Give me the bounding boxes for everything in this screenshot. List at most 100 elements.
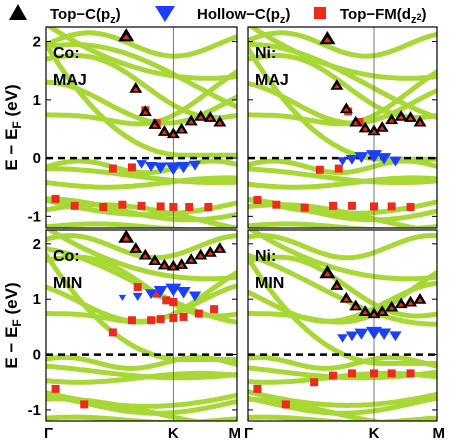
panel-label-co-maj-line2: MAJ [53,72,87,89]
top-c-point-center [343,296,350,302]
hollow-c-point [153,286,168,298]
hollow-c-point [337,334,348,343]
top-fm-point [118,200,127,209]
y-tick-label: 0 [33,150,41,167]
top-c-point-center [343,107,350,112]
top-fm-point [169,297,178,306]
hollow-c-point [144,289,158,300]
x-tick-label-1-0: Γ [244,425,253,442]
svg-text:E − EF (eV): E − EF (eV) [2,84,24,170]
top-fm-point [204,203,213,212]
y-axis-label-1: E − EF (eV) [2,282,24,368]
top-c-point-center [398,302,405,307]
band-line [248,27,437,81]
top-fm-point [210,305,219,314]
x-tick-label-1-1: K [369,425,380,442]
y-tick-label: -1 [28,208,41,225]
top-fm-point [108,164,117,173]
top-fm-point [51,194,60,203]
top-fm-point [156,202,165,211]
band-line [46,27,237,81]
hollow-c-point [165,283,182,297]
top-c-point-center [323,271,331,277]
band-line [46,354,237,371]
panel-plot-area [248,27,437,228]
panels: Co: MAJ -1 0 1 2 Ni: MAJ Co: MIN -1 0 1 2 Ni: MIN [28,26,438,422]
panel-plot-area [46,27,237,228]
hollow-c-point [132,292,143,301]
y-tick-label: 2 [33,34,41,51]
panel-plot-area [46,230,237,421]
top-c-point-center [216,246,223,252]
band-line [248,395,437,416]
band-line [248,414,437,421]
band-line [248,30,437,59]
panel-label-co-maj: Co: [53,45,80,62]
top-c-point-center [151,259,158,264]
top-fm-point [387,202,396,211]
top-c-point-center [178,127,185,132]
top-fm-point [179,312,188,321]
hollow-c-point [389,156,402,167]
top-c-point-center [379,310,386,315]
top-fm-point [334,164,343,173]
band-line [46,363,237,381]
top-fm-point [169,314,178,323]
top-fm-point [133,283,142,292]
hollow-c-point [337,157,348,166]
hollow-c-point [376,153,392,165]
band-line [46,175,237,190]
band-line [248,254,437,319]
hollow-c-point [176,161,191,174]
band-line [46,166,237,186]
hollow-c-point [354,152,369,164]
top-c-point-center [407,116,414,121]
top-fm-point [127,163,136,172]
hollow-c-point [118,294,127,301]
panel-label-ni-maj: Ni: [255,45,276,62]
top-c-point-center [362,310,369,315]
panel-label-ni-min-line2: MIN [255,275,284,292]
legend-label-0: Top−C(pz) [50,6,121,26]
panel-label-ni-min: Ni: [255,248,276,265]
y-axis-label-0: E − EF (eV) [2,84,24,170]
panel-ni-min: Ni: MIN [247,229,438,422]
x-tick-label-1-2: M [433,425,446,442]
top-c-point-center [371,129,377,134]
top-c-point-center [398,114,405,120]
top-c-point-center [388,118,395,123]
band-line [248,255,437,366]
band-line [46,221,237,228]
panel-frame [45,26,238,229]
panel-plot-area [248,230,437,421]
band-line [248,81,437,126]
top-c-point-center [216,120,223,125]
legend-marker-hollow-c [155,6,175,22]
top-c-point-center [323,37,331,43]
top-c-point-center [352,120,359,125]
top-fm-point [162,296,171,305]
band-line [46,283,237,324]
top-fm-point [347,369,356,378]
top-fm-point [329,201,338,210]
panel-co-maj: Co: MAJ -1 0 1 2 [28,26,238,229]
band-line [46,53,237,120]
band-line [248,365,437,381]
panel-frame [247,229,438,422]
top-fm-point [137,201,146,210]
band-line [248,232,437,261]
top-c-point-center [207,250,214,256]
band-line [248,175,437,190]
top-c-point-center [122,235,130,241]
legend: Top−C(pz) Hollow−C(pz) Top−FM(dz2) [9,4,426,26]
top-c-point-center [379,125,386,131]
top-fm-point [147,316,156,325]
band-line [248,53,437,120]
top-c-point-center [207,116,214,121]
band-line [46,30,237,59]
top-fm-point [406,203,415,212]
top-c-point-center [122,34,130,40]
legend-label-1: Hollow−C(pz) [197,6,290,26]
hollow-c-point [389,331,402,342]
